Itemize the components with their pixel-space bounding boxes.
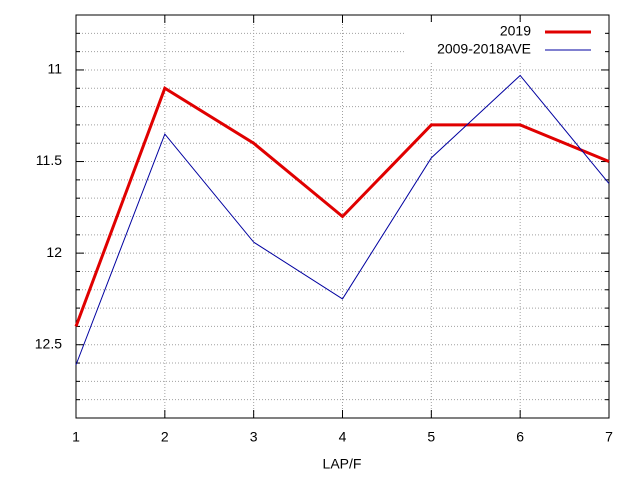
x-tick-label: 1	[72, 429, 80, 445]
y-tick-label: 11.5	[36, 152, 62, 168]
x-tick-label: 4	[339, 429, 347, 445]
x-tick-label: 3	[250, 429, 258, 445]
y-tick-label: 12	[46, 244, 62, 260]
legend-box	[405, 22, 605, 62]
legend-label: 2019	[500, 23, 531, 39]
series-line	[74, 86, 610, 327]
x-tick-label: 6	[516, 429, 524, 445]
legend-label: 2009-2018AVE	[437, 41, 531, 57]
x-tick-label: 7	[605, 429, 613, 445]
x-tick-label: 2	[161, 429, 169, 445]
plot-frame	[75, 14, 610, 419]
x-axis-label: LAP/F	[323, 456, 362, 472]
series-line	[75, 74, 610, 366]
y-tick-label: 11	[47, 61, 62, 77]
x-tick-label: 5	[427, 429, 435, 445]
y-tick-label: 12.5	[35, 335, 62, 351]
